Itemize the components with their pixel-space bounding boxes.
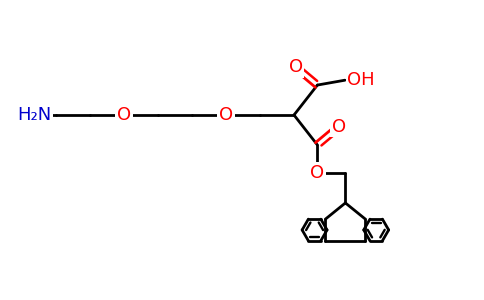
Text: O: O — [117, 106, 131, 124]
Text: OH: OH — [347, 71, 375, 89]
Text: O: O — [219, 106, 233, 124]
Text: O: O — [289, 58, 303, 76]
Text: O: O — [332, 118, 346, 136]
Text: H₂N: H₂N — [17, 106, 51, 124]
Text: O: O — [310, 164, 324, 182]
